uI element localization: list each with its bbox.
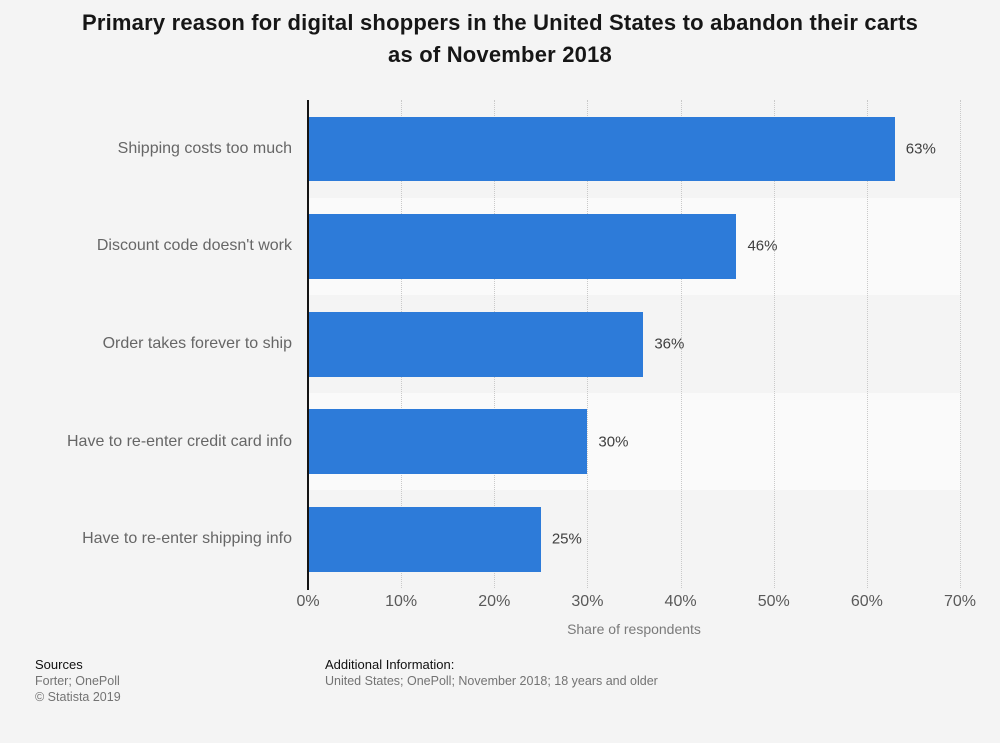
chart-row: 30% — [308, 392, 960, 491]
chart-row: 46% — [308, 197, 960, 296]
x-tick-label: 50% — [757, 593, 790, 610]
bar — [308, 311, 644, 377]
category-label: Discount code doesn't work — [96, 237, 292, 255]
statista-copyright: © Statista 2019 — [35, 690, 121, 704]
category-label: Order takes forever to ship — [102, 334, 292, 352]
gridline — [866, 100, 868, 588]
x-tick-label: 70% — [943, 593, 977, 610]
footer-additional-information: Additional Information: United States; O… — [325, 657, 658, 689]
category-label: Have to re-enter shipping info — [82, 530, 292, 548]
additional-information-line: United States; OnePoll; November 2018; 1… — [325, 674, 658, 688]
x-tick-label: 20% — [478, 593, 511, 610]
category-column: Shipping costs too much Discount code doe… — [0, 100, 292, 588]
bar-value-label: 30% — [598, 433, 629, 451]
sources-heading: Sources — [35, 657, 83, 672]
bar — [308, 506, 541, 572]
bar — [308, 409, 588, 475]
gridline — [680, 100, 682, 588]
x-tick-label: 30% — [571, 593, 604, 610]
bar-value-label: 46% — [747, 237, 778, 255]
bar-value-label: 63% — [905, 140, 936, 158]
y-axis-line — [307, 100, 309, 590]
sources-line: Forter; OnePoll — [35, 674, 120, 688]
footer-sources: Sources Forter; OnePoll © Statista 2019 — [35, 657, 121, 705]
x-tick-label: 0% — [296, 593, 320, 610]
chart-row: 36% — [308, 295, 960, 393]
chart-title: Primary reason for digital shoppers in t… — [81, 10, 919, 67]
gridline — [773, 100, 775, 588]
bar — [308, 116, 895, 182]
bar-value-label: 36% — [654, 335, 685, 353]
chart-row: 25% — [308, 490, 960, 588]
category-label: Shipping costs too much — [117, 139, 292, 157]
category-label: Have to re-enter credit card info — [67, 432, 292, 450]
x-axis-ticks: 0% 10% 20% 30% 40% 50% 60% 70% — [296, 593, 976, 615]
bar-value-label: 25% — [551, 530, 582, 548]
x-tick-label: 10% — [385, 593, 418, 610]
plot-area: 63% 46% 36% 30% 25% — [308, 100, 961, 588]
gridline — [960, 100, 961, 588]
bar — [308, 214, 737, 280]
chart-row: 63% — [308, 100, 960, 198]
additional-information-heading: Additional Information: — [325, 657, 455, 672]
x-tick-label: 40% — [664, 593, 697, 610]
x-axis-title: Share of respondents — [567, 621, 701, 637]
x-tick-label: 60% — [850, 593, 883, 610]
